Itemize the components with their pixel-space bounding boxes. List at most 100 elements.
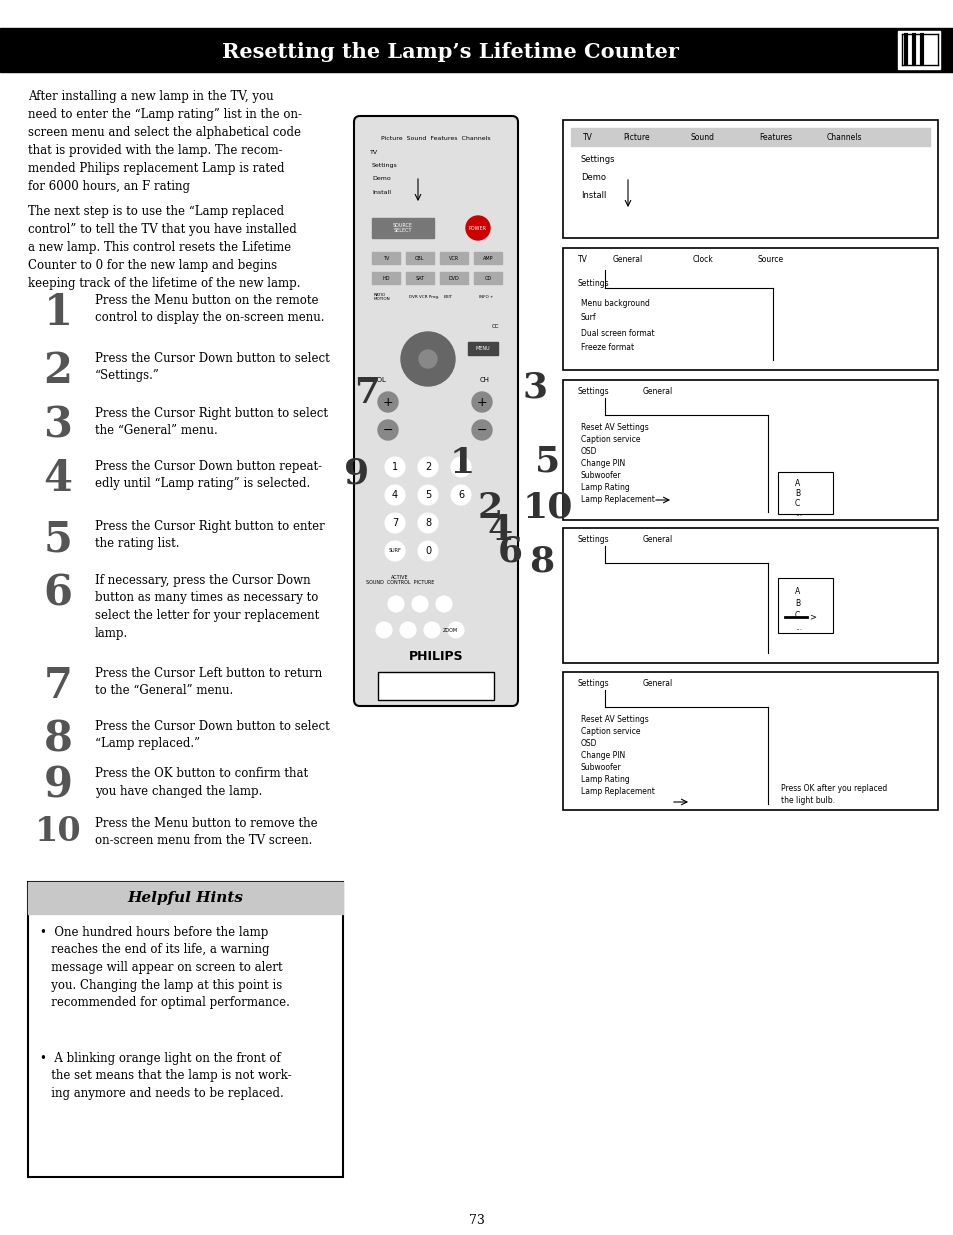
Text: TV: TV <box>370 149 377 154</box>
Text: 8: 8 <box>424 517 431 529</box>
Text: −: − <box>382 424 393 436</box>
Text: OSD: OSD <box>580 447 597 457</box>
Circle shape <box>417 541 437 561</box>
Text: 2: 2 <box>424 462 431 472</box>
Text: >: > <box>808 613 815 621</box>
Text: +: + <box>476 395 487 409</box>
Circle shape <box>451 457 471 477</box>
Circle shape <box>417 485 437 505</box>
Text: Freeze format: Freeze format <box>580 343 634 352</box>
Text: Demo: Demo <box>580 173 605 183</box>
Text: Picture  Sound  Features  Channels: Picture Sound Features Channels <box>381 136 490 141</box>
Bar <box>28 882 343 914</box>
Text: HD: HD <box>382 275 390 280</box>
Text: Press the OK button to confirm that
you have changed the lamp.: Press the OK button to confirm that you … <box>95 767 308 798</box>
Text: A: A <box>794 587 800 595</box>
Text: Channels: Channels <box>826 132 862 142</box>
Text: Settings: Settings <box>372 163 397 168</box>
Text: 6: 6 <box>457 490 463 500</box>
Text: SURF: SURF <box>388 548 401 553</box>
Bar <box>778 578 832 634</box>
Text: TV: TV <box>578 256 587 264</box>
Text: Press the Cursor Down button repeat-
edly until “Lamp rating” is selected.: Press the Cursor Down button repeat- edl… <box>95 459 322 490</box>
Text: Lamp Rating: Lamp Rating <box>580 776 629 784</box>
Text: 5: 5 <box>44 517 72 559</box>
Bar <box>0 28 953 72</box>
Text: •  One hundred hours before the lamp
   reaches the end of its life, a warning
 : • One hundred hours before the lamp reac… <box>40 926 290 1009</box>
Text: 1: 1 <box>44 291 72 333</box>
Text: Picture: Picture <box>622 132 649 142</box>
Text: 3: 3 <box>522 370 547 405</box>
Text: Press the Menu button on the remote
control to display the on-screen menu.: Press the Menu button on the remote cont… <box>95 294 324 325</box>
Text: CC: CC <box>492 325 499 330</box>
Bar <box>897 31 939 69</box>
Text: 9: 9 <box>344 456 369 490</box>
Text: POWER: POWER <box>469 226 486 231</box>
Circle shape <box>472 391 492 412</box>
Text: 3: 3 <box>44 405 72 447</box>
Circle shape <box>377 391 397 412</box>
Text: B: B <box>794 489 800 498</box>
Text: ...: ... <box>794 622 801 631</box>
Text: RATIO
MOTION: RATIO MOTION <box>374 293 390 301</box>
Text: 6: 6 <box>44 572 72 614</box>
Text: ACTIVE
SOUND  CONTROL  PICTURE: ACTIVE SOUND CONTROL PICTURE <box>365 574 434 585</box>
Text: Caption service: Caption service <box>580 436 639 445</box>
Circle shape <box>417 457 437 477</box>
Bar <box>562 380 937 520</box>
Text: PHILIPS: PHILIPS <box>408 651 463 663</box>
Text: Caption service: Caption service <box>580 727 639 736</box>
Text: Install: Install <box>580 191 606 200</box>
Text: 0: 0 <box>424 546 431 556</box>
Text: Source: Source <box>758 256 783 264</box>
Circle shape <box>418 350 436 368</box>
Text: ...: ... <box>794 509 801 517</box>
Text: •  A blinking orange light on the front of
   the set means that the lamp is not: • A blinking orange light on the front o… <box>40 1052 292 1100</box>
Text: C: C <box>794 499 800 508</box>
Text: Lamp Replacement: Lamp Replacement <box>580 788 654 797</box>
Bar <box>562 120 937 238</box>
Text: Settings: Settings <box>580 156 615 164</box>
Text: 4: 4 <box>44 458 72 500</box>
Text: Sound: Sound <box>690 132 714 142</box>
Text: AMP: AMP <box>482 256 493 261</box>
Text: The next step is to use the “Lamp replaced
control” to tell the TV that you have: The next step is to use the “Lamp replac… <box>28 205 300 290</box>
Text: Menu background: Menu background <box>580 299 649 308</box>
Text: EXIT: EXIT <box>443 295 453 299</box>
Text: Surf: Surf <box>580 314 596 322</box>
Text: −: − <box>476 424 487 436</box>
Text: Demo: Demo <box>372 177 391 182</box>
Text: General: General <box>642 536 673 545</box>
Bar <box>406 252 434 264</box>
Circle shape <box>417 513 437 534</box>
Text: After installing a new lamp in the TV, you
need to enter the “Lamp rating” list : After installing a new lamp in the TV, y… <box>28 90 302 193</box>
Text: A: A <box>794 478 800 488</box>
Text: B: B <box>794 599 800 608</box>
Text: 4: 4 <box>487 513 512 547</box>
Text: Press the Cursor Right button to enter
the rating list.: Press the Cursor Right button to enter t… <box>95 520 324 551</box>
Text: Change PIN: Change PIN <box>580 752 624 761</box>
Text: Reset AV Settings: Reset AV Settings <box>580 424 648 432</box>
Circle shape <box>385 513 405 534</box>
Bar <box>562 529 937 663</box>
Circle shape <box>472 420 492 440</box>
Circle shape <box>448 622 463 638</box>
Text: General: General <box>613 256 642 264</box>
Text: 2: 2 <box>476 492 502 525</box>
Text: 73: 73 <box>469 1214 484 1226</box>
Bar <box>562 672 937 810</box>
Text: Clock: Clock <box>692 256 713 264</box>
Bar <box>372 252 399 264</box>
Text: CBL: CBL <box>415 256 424 261</box>
Circle shape <box>385 457 405 477</box>
Text: VOL: VOL <box>373 377 387 383</box>
Text: 6: 6 <box>497 535 522 569</box>
Text: CH: CH <box>479 377 490 383</box>
Text: Press the Cursor Down button to select
“Settings.”: Press the Cursor Down button to select “… <box>95 352 330 383</box>
Text: INFO +: INFO + <box>478 295 493 299</box>
Bar <box>562 248 937 370</box>
Text: Helpful Hints: Helpful Hints <box>128 890 243 905</box>
Text: Resetting the Lamp’s Lifetime Counter: Resetting the Lamp’s Lifetime Counter <box>221 42 678 62</box>
Circle shape <box>375 622 392 638</box>
Text: Change PIN: Change PIN <box>580 459 624 468</box>
